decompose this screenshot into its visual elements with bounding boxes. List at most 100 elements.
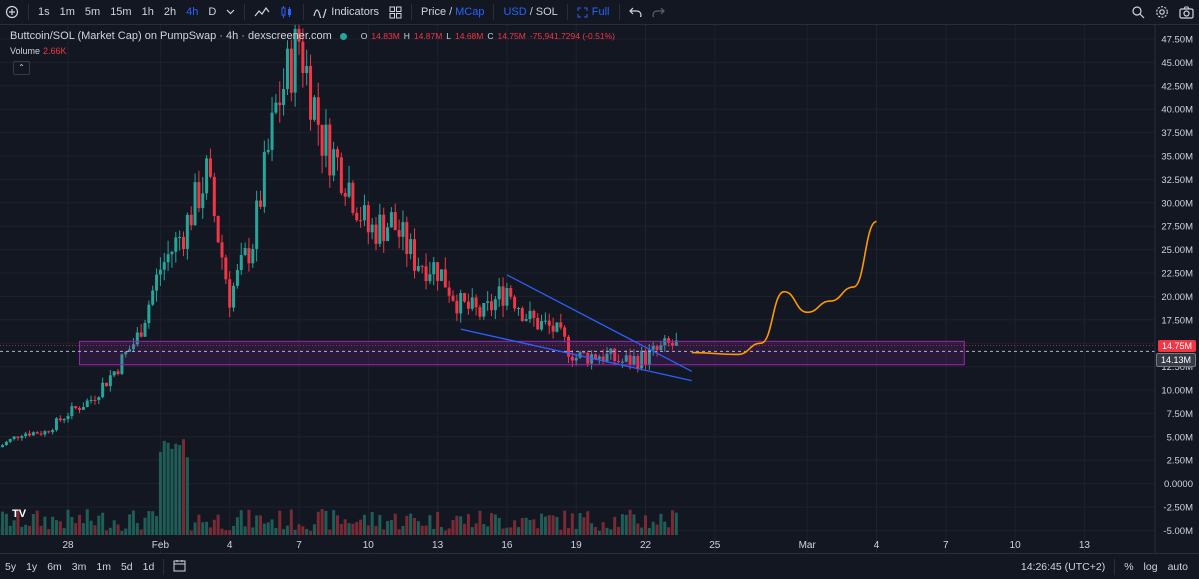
volume-bar [324,511,327,535]
volume-bar [405,516,408,535]
line-chart-icon[interactable] [249,0,275,24]
interval-15m[interactable]: 15m [105,0,136,24]
volume-value: 2.66K [43,46,67,56]
interval-1m[interactable]: 1m [55,0,80,24]
open-label: O [361,31,368,41]
log-toggle[interactable]: log [1139,561,1163,573]
price-option[interactable]: Price [421,6,446,18]
undo-icon[interactable] [624,0,647,24]
volume-bar [609,529,612,535]
low-label: L [446,31,451,41]
volume-bar [544,517,547,535]
range-1d[interactable]: 1d [138,561,160,573]
volume-bar [221,529,224,535]
auto-toggle[interactable]: auto [1163,561,1193,573]
candle-body [78,408,81,410]
volume-bar [386,521,389,535]
mcap-option[interactable]: MCap [455,6,484,18]
sol-option[interactable]: SOL [536,6,558,18]
volume-bar [105,531,108,535]
support-zone-box[interactable] [80,341,965,364]
volume-bar [213,520,216,535]
candle-body [548,321,551,326]
collapse-legend-button[interactable]: ⌃ [13,61,30,75]
price-chart[interactable]: 47.50M45.00M42.50M40.00M37.50M35.00M32.5… [0,25,1199,553]
volume-bar [255,515,258,535]
volume-bar [513,520,516,535]
volume-bar [43,517,46,535]
interval-D[interactable]: D [203,0,221,24]
gear-icon[interactable] [1150,0,1174,24]
chevron-down-icon[interactable] [221,0,240,24]
volume-bar [36,511,39,535]
range-1y[interactable]: 1y [21,561,42,573]
candle-body [321,125,324,156]
layout-grid-icon[interactable] [384,0,407,24]
volume-bar [51,517,54,535]
usd-option[interactable]: USD [503,6,526,18]
price-mcap-toggle[interactable]: Price / MCap [416,0,489,24]
y-tick-label: 7.50M [1167,409,1193,420]
volume-bar [328,530,331,535]
projection-curve[interactable] [692,222,877,355]
candle-body [70,406,73,416]
y-tick-label: 40.00M [1161,105,1193,116]
candle-body [344,193,347,197]
range-5y[interactable]: 5y [0,561,21,573]
candle-body [486,301,489,303]
candle-body [490,301,493,310]
volume-bar [490,513,493,535]
volume-bar [217,515,220,535]
y-tick-label: 5.00M [1167,432,1193,443]
candle-body [178,237,181,238]
candle-body [452,296,455,301]
candle-body [440,269,443,281]
range-1m[interactable]: 1m [91,561,116,573]
x-tick-label: 13 [1079,540,1091,551]
volume-bar [463,524,466,535]
volume-bar [594,527,597,535]
candle-body [405,222,408,254]
candle-body [201,193,204,208]
candle-body [448,287,451,295]
candle-body [255,201,258,249]
camera-icon[interactable] [1174,0,1199,24]
add-symbol-icon[interactable] [0,0,24,24]
volume-bar [1,512,4,535]
tradingview-logo[interactable]: TV [12,508,34,522]
interval-5m[interactable]: 5m [80,0,105,24]
calendar-icon[interactable] [168,559,191,575]
volume-bar [359,520,362,535]
indicators-button[interactable]: Indicators [308,0,384,24]
magnifier-icon[interactable] [1126,0,1150,24]
candle-body [425,266,428,281]
range-6m[interactable]: 6m [42,561,67,573]
range-3m[interactable]: 3m [67,561,92,573]
candle-body [274,103,277,113]
volume-bar [282,529,285,535]
volume-bar [652,522,655,535]
clock-time[interactable]: 14:26:45 (UTC+2) [1016,561,1110,573]
candle-body [482,303,485,317]
candles-icon[interactable] [275,0,299,24]
currency-toggle[interactable]: USD / SOL [498,0,562,24]
candle-body [436,262,439,281]
volume-bar [413,518,416,535]
interval-4h[interactable]: 4h [181,0,203,24]
volume-bar [659,514,662,535]
interval-2h[interactable]: 2h [159,0,181,24]
percent-toggle[interactable]: % [1119,561,1138,573]
volume-bar [444,530,447,535]
candle-body [552,326,555,332]
y-tick-label: 2.50M [1167,456,1193,467]
full-button[interactable]: Full [572,0,615,24]
range-5d[interactable]: 5d [116,561,138,573]
volume-bar [602,522,605,535]
interval-1s[interactable]: 1s [33,0,55,24]
interval-1h[interactable]: 1h [137,0,159,24]
candle-body [224,257,227,279]
volume-bar [274,528,277,535]
redo-icon[interactable] [647,0,670,24]
